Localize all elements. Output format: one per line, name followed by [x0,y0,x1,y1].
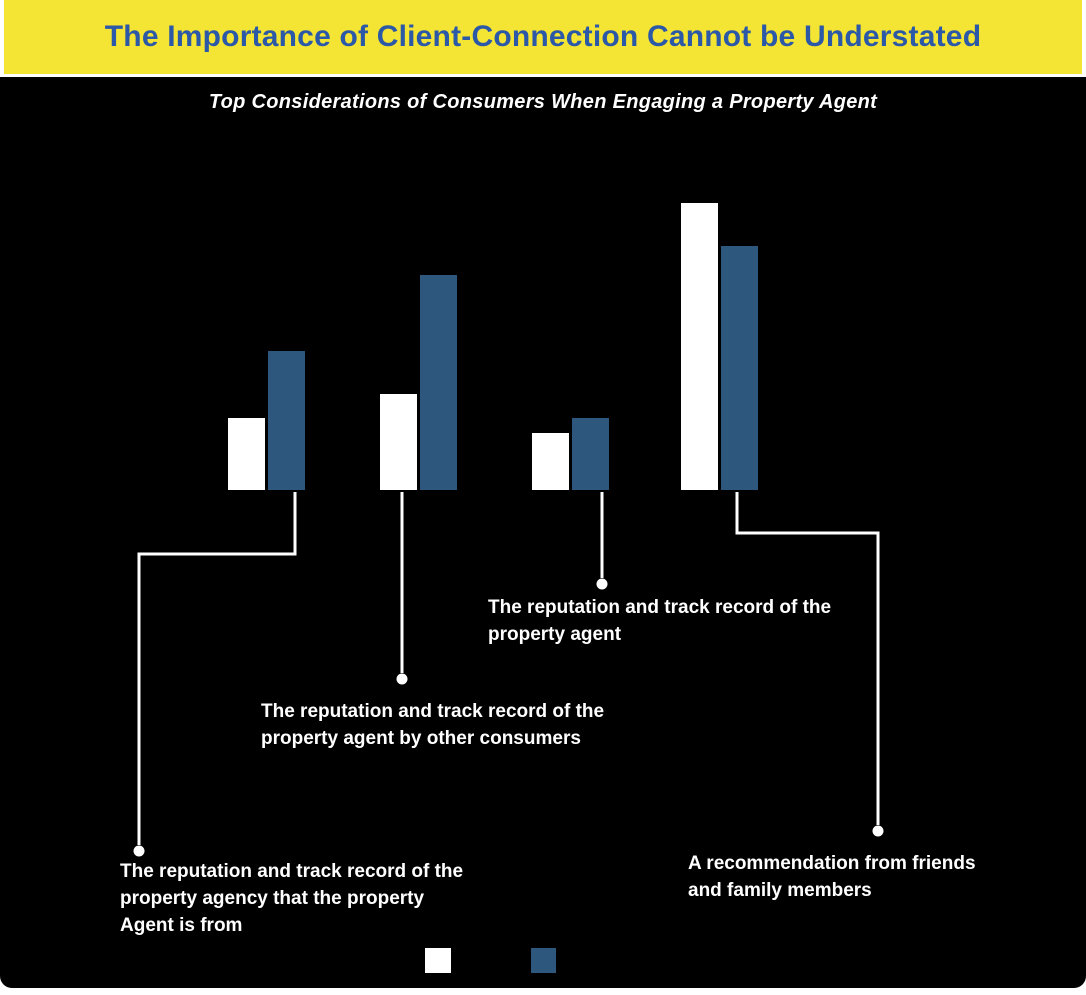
bar-blue-group3 [572,418,609,490]
chart-panel: Top Considerations of Consumers When Eng… [0,77,1086,988]
bar-white-group3 [532,433,569,490]
header-banner: The Importance of Client-Connection Cann… [4,0,1082,74]
bar-white-group2 [380,394,417,490]
bar-white-group1 [228,418,265,490]
callout-label-agent-reputation-other-consumers: The reputation and track record of the p… [261,701,605,749]
bar-blue-group1 [268,351,305,490]
bar-chart [0,77,1086,988]
bar-white-group4 [681,203,718,490]
callout-label-recommendation: A recommendation from friends and family… [688,853,976,901]
callout-label-agent-reputation: The reputation and track record of the p… [488,597,832,645]
chart-title: Top Considerations of Consumers When Eng… [208,91,878,113]
bar-blue-group4 [721,246,758,490]
legend-swatch-blue [531,948,556,973]
legend-swatch-white [425,948,451,973]
callout-label-agency-reputation: The reputation and track record of the p… [120,861,464,936]
page-title: The Importance of Client-Connection Cann… [104,20,982,53]
bar-blue-group2 [420,275,457,490]
